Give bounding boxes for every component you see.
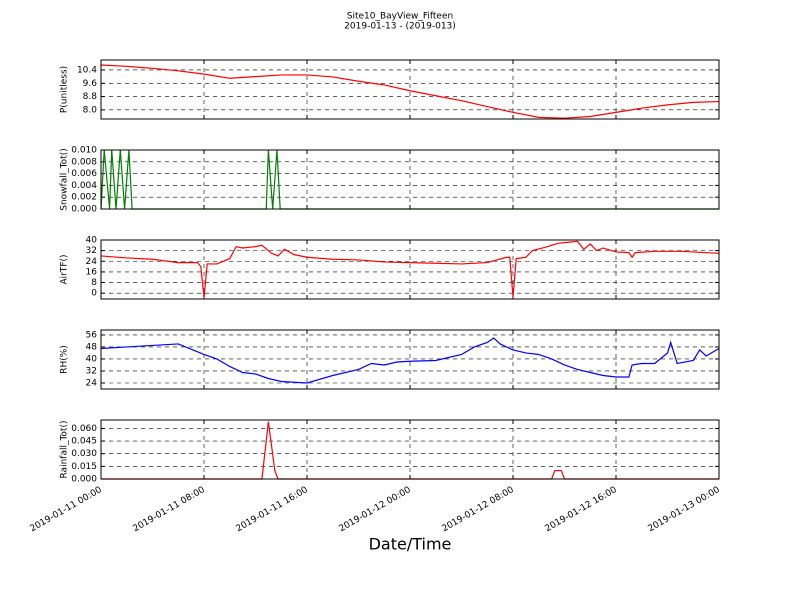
y-tick-label: 0.045 (71, 437, 97, 447)
y-tick-label: 56 (86, 330, 98, 340)
y-tick-label: 24 (86, 257, 98, 267)
x-tick-label: 2019-01-11 16:00 (235, 485, 310, 534)
y-tick-label: 9.6 (83, 79, 98, 89)
y-tick-label: 0.010 (71, 146, 97, 156)
x-tick-label: 2019-01-12 16:00 (544, 485, 619, 534)
y-tick-label: 0.060 (71, 424, 97, 434)
y-tick-label: 0.000 (71, 205, 97, 215)
data-line (100, 64, 720, 119)
y-tick-label: 0.030 (71, 449, 97, 459)
y-axis-label: Snowfall_Tot() (60, 148, 70, 211)
y-tick-label: 40 (86, 354, 98, 364)
y-tick-label: 32 (86, 366, 97, 376)
chart-title: Site10_BayView_Fifteen (347, 12, 453, 22)
x-axis-label: Date/Time (369, 535, 452, 554)
y-tick-label: 8.8 (83, 92, 98, 102)
x-tick-label: 2019-01-13 00:00 (647, 485, 722, 534)
y-tick-label: 16 (86, 267, 98, 277)
y-tick-label: 0.008 (71, 157, 97, 167)
chart-subtitle: 2019-01-13 - (2019-013) (344, 22, 456, 32)
data-line (100, 337, 720, 384)
plot-frame (100, 419, 720, 480)
plot-frame (100, 59, 720, 120)
y-tick-label: 0 (91, 289, 97, 299)
x-tick-label: 2019-01-11 00:00 (29, 485, 104, 534)
y-tick-label: 8 (91, 278, 97, 288)
y-tick-label: 32 (86, 246, 97, 256)
y-tick-label: 40 (86, 236, 98, 246)
y-tick-label: 48 (86, 342, 98, 352)
y-tick-label: 0.002 (71, 193, 97, 203)
y-tick-label: 8.0 (83, 105, 98, 115)
plot-frame (100, 329, 720, 390)
x-tick-label: 2019-01-12 08:00 (441, 485, 516, 534)
data-line (100, 240, 720, 298)
y-tick-label: 0.015 (71, 462, 97, 472)
y-axis-label: RH(%) (60, 345, 70, 374)
y-axis-label: Rainfall_Tot() (60, 421, 70, 479)
plot-frame (100, 149, 720, 210)
plot-frame (100, 239, 720, 300)
y-tick-label: 24 (86, 378, 98, 388)
y-tick-label: 0.006 (71, 169, 97, 179)
y-axis-label: AirTF() (60, 254, 70, 284)
x-tick-label: 2019-01-12 00:00 (338, 485, 413, 534)
y-tick-label: 0.000 (71, 475, 97, 485)
x-tick-label: 2019-01-11 08:00 (132, 485, 207, 534)
y-tick-label: 10.4 (77, 65, 97, 75)
y-axis-label: P(unitless) (60, 66, 70, 113)
y-tick-label: 0.004 (71, 181, 97, 191)
